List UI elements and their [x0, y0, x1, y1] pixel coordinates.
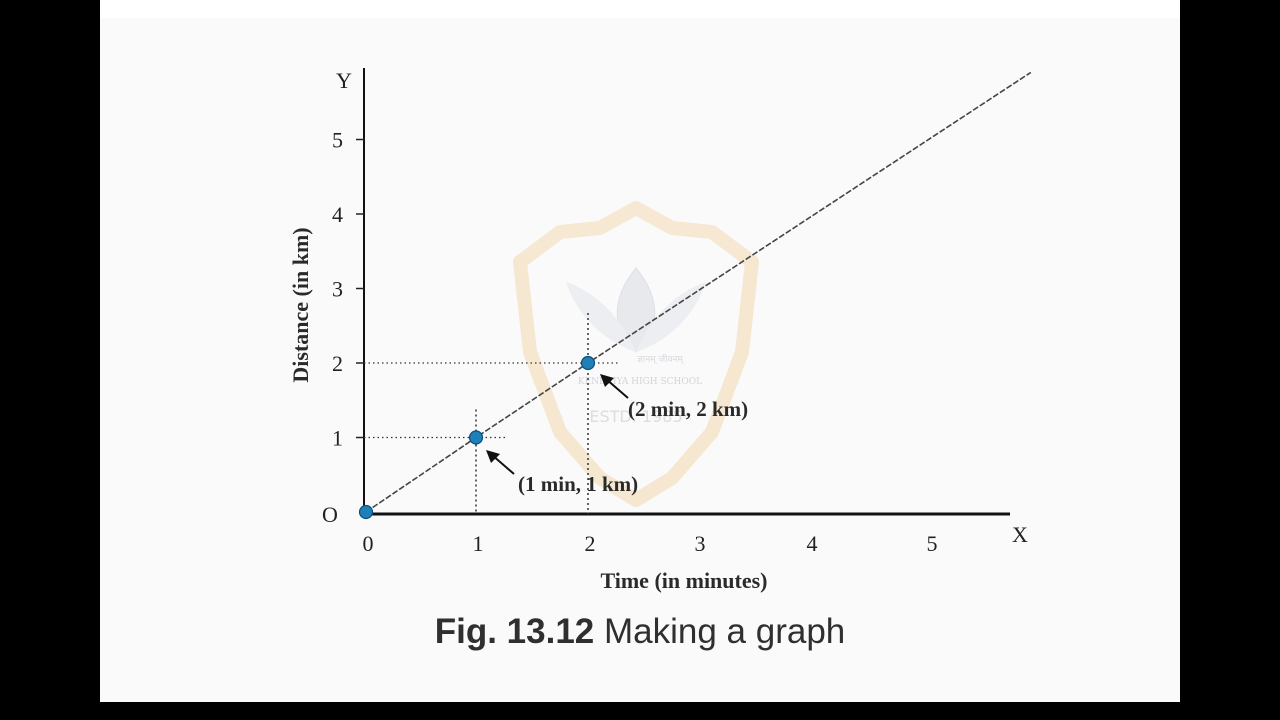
x-tick-label-3: 3	[695, 531, 706, 556]
data-point-0	[358, 504, 374, 520]
y-tick-label-3: 3	[332, 277, 343, 302]
x-tick-label-1: 1	[473, 531, 484, 556]
y-tick-label-2: 2	[332, 351, 343, 376]
markers-group	[358, 355, 596, 520]
crest-established: ESTD. 1985	[589, 407, 682, 426]
x-tick-label-5: 5	[927, 531, 938, 556]
y-tick-label-1: 1	[332, 426, 343, 451]
data-point-1	[468, 430, 484, 445]
x-tick-label-2: 2	[585, 531, 596, 556]
figure-caption: Fig. 13.12 Making a graph	[0, 612, 1280, 652]
annotations-group: (1 min, 1 km) (2 min, 2 km)	[486, 374, 748, 496]
figure-number: Fig. 13.12	[434, 612, 595, 651]
x-tick-label-4: 4	[807, 531, 818, 556]
figure-caption-text: Making a graph	[604, 612, 846, 651]
annotation-label-0: (1 min, 1 km)	[518, 472, 638, 496]
page-background	[100, 0, 1180, 702]
school-crest-watermark: ज्ञानम् जीवनम् KENDRIYA HIGH SCHOOL ESTD…	[513, 201, 759, 507]
origin-label: O	[322, 502, 338, 527]
y-tick-label-4: 4	[332, 202, 343, 227]
x-ticks: 0 1 2 3 4 5	[363, 531, 938, 556]
leaf-left-icon	[566, 282, 636, 352]
series-line-0	[365, 71, 1032, 513]
annotation-arrow-head-0	[486, 450, 500, 463]
series-group	[365, 71, 1032, 513]
data-point-2	[580, 355, 596, 371]
video-frame	[100, 0, 1180, 720]
crest-shield	[513, 201, 759, 507]
y-axis-label: Distance (in km)	[288, 227, 313, 382]
annotation-arrow-head-1	[600, 374, 614, 387]
y-ticks: 1 2 3 4 5	[332, 128, 364, 451]
leaf-right-icon	[636, 282, 706, 352]
top-strip	[100, 0, 1180, 18]
x-tick-label-0: 0	[363, 531, 374, 556]
x-axis-letter: X	[1012, 522, 1028, 547]
y-axis-letter: Y	[336, 68, 352, 93]
y-tick-label-5: 5	[332, 128, 343, 153]
x-axis-label: Time (in minutes)	[600, 568, 767, 593]
plot-area: X Y O 0 1 2 3 4 5 1 2 3 4 5 (1 min, 1 km) (2 min, …	[288, 68, 1032, 593]
crest-motto: ज्ञानम् जीवनम्	[637, 353, 685, 365]
annotation-label-1: (2 min, 2 km)	[628, 397, 748, 421]
crest-school-name: KENDRIYA HIGH SCHOOL	[578, 377, 702, 387]
